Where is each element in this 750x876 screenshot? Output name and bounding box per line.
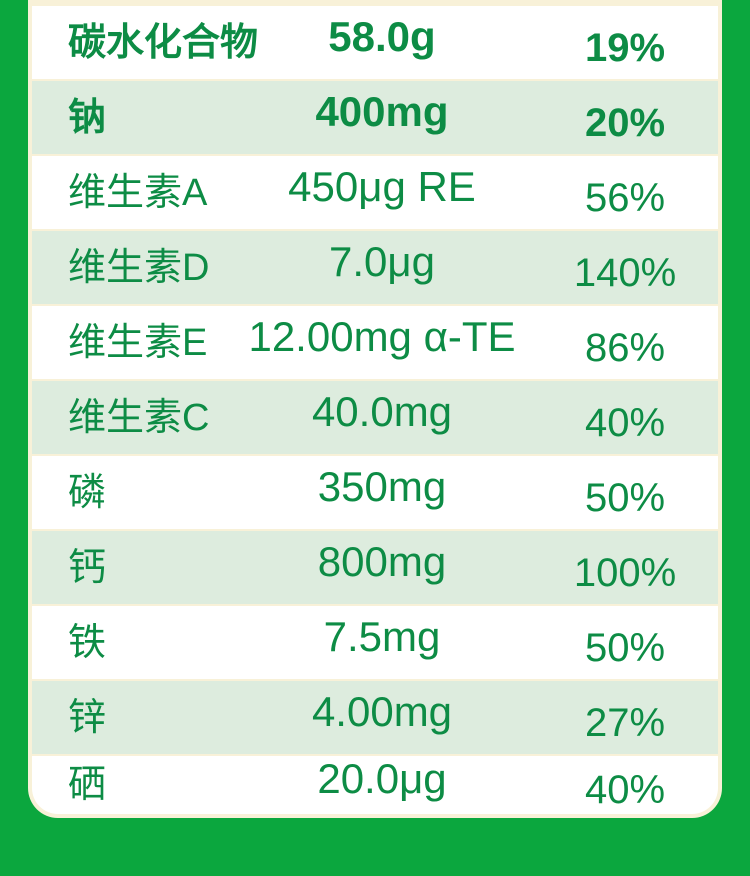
- nutrient-name: 钙: [68, 546, 107, 589]
- nutrient-nrv-percent: 20%: [584, 100, 666, 145]
- nutrient-nrv-percent: 50%: [584, 475, 666, 520]
- nutrient-name: 维生素C: [68, 396, 210, 439]
- nutrient-amount: 400mg: [315, 87, 449, 135]
- nutrient-name: 维生素E: [68, 321, 208, 364]
- nutrient-name: 磷: [68, 471, 107, 514]
- nutrient-nrv-percent: 140%: [573, 250, 677, 295]
- nutrient-amount: 20.0μg: [317, 755, 447, 802]
- table-row: 铁 7.5mg 50%: [32, 606, 718, 679]
- nutrient-name: 维生素A: [68, 171, 208, 214]
- nutrient-nrv-percent: 86%: [584, 325, 666, 370]
- nutrient-name: 铁: [68, 621, 107, 664]
- table-row: 维生素D 7.0μg 140%: [32, 231, 718, 304]
- nutrient-amount: 450μg RE: [288, 162, 476, 210]
- nutrient-nrv-percent: 27%: [584, 700, 666, 745]
- nutrient-amount: 40.0mg: [311, 387, 453, 435]
- table-row: 硒 20.0μg 40%: [32, 756, 718, 814]
- table-row: 维生素C 40.0mg 40%: [32, 381, 718, 454]
- nutrient-nrv-percent: 100%: [573, 550, 677, 595]
- table-row: 维生素E 12.00mg α-TE 86%: [32, 306, 718, 379]
- table-row: 磷 350mg 50%: [32, 456, 718, 529]
- nutrient-name: 硒: [68, 764, 107, 806]
- nutrient-amount: 800mg: [317, 537, 447, 585]
- nutrient-nrv-percent: 56%: [584, 175, 666, 220]
- nutrient-amount: 58.0g: [328, 12, 436, 60]
- table-row: 锌 4.00mg 27%: [32, 681, 718, 754]
- nutrient-amount: 7.5mg: [323, 612, 441, 660]
- nutrient-name: 维生素D: [68, 246, 210, 289]
- table-row: 碳水化合物 58.0g 19%: [32, 6, 718, 79]
- nutrition-table: 碳水化合物 58.0g 19% 钠 400mg 20% 维生素A 450μg R…: [28, 0, 722, 818]
- nutrient-amount: 4.00mg: [311, 687, 453, 735]
- nutrient-name: 钠: [68, 96, 107, 139]
- table-row: 钠 400mg 20%: [32, 81, 718, 154]
- table-row: 钙 800mg 100%: [32, 531, 718, 604]
- nutrient-amount: 350mg: [317, 462, 447, 510]
- nutrient-nrv-percent: 40%: [584, 768, 666, 812]
- nutrient-amount: 7.0μg: [329, 237, 435, 285]
- nutrient-nrv-percent: 19%: [584, 25, 666, 70]
- table-row: 维生素A 450μg RE 56%: [32, 156, 718, 229]
- nutrient-nrv-percent: 40%: [584, 400, 666, 445]
- nutrient-nrv-percent: 50%: [584, 625, 666, 670]
- nutrient-name: 锌: [68, 696, 107, 739]
- nutrient-name: 碳水化合物: [68, 21, 259, 64]
- nutrient-amount: 12.00mg α-TE: [248, 312, 516, 360]
